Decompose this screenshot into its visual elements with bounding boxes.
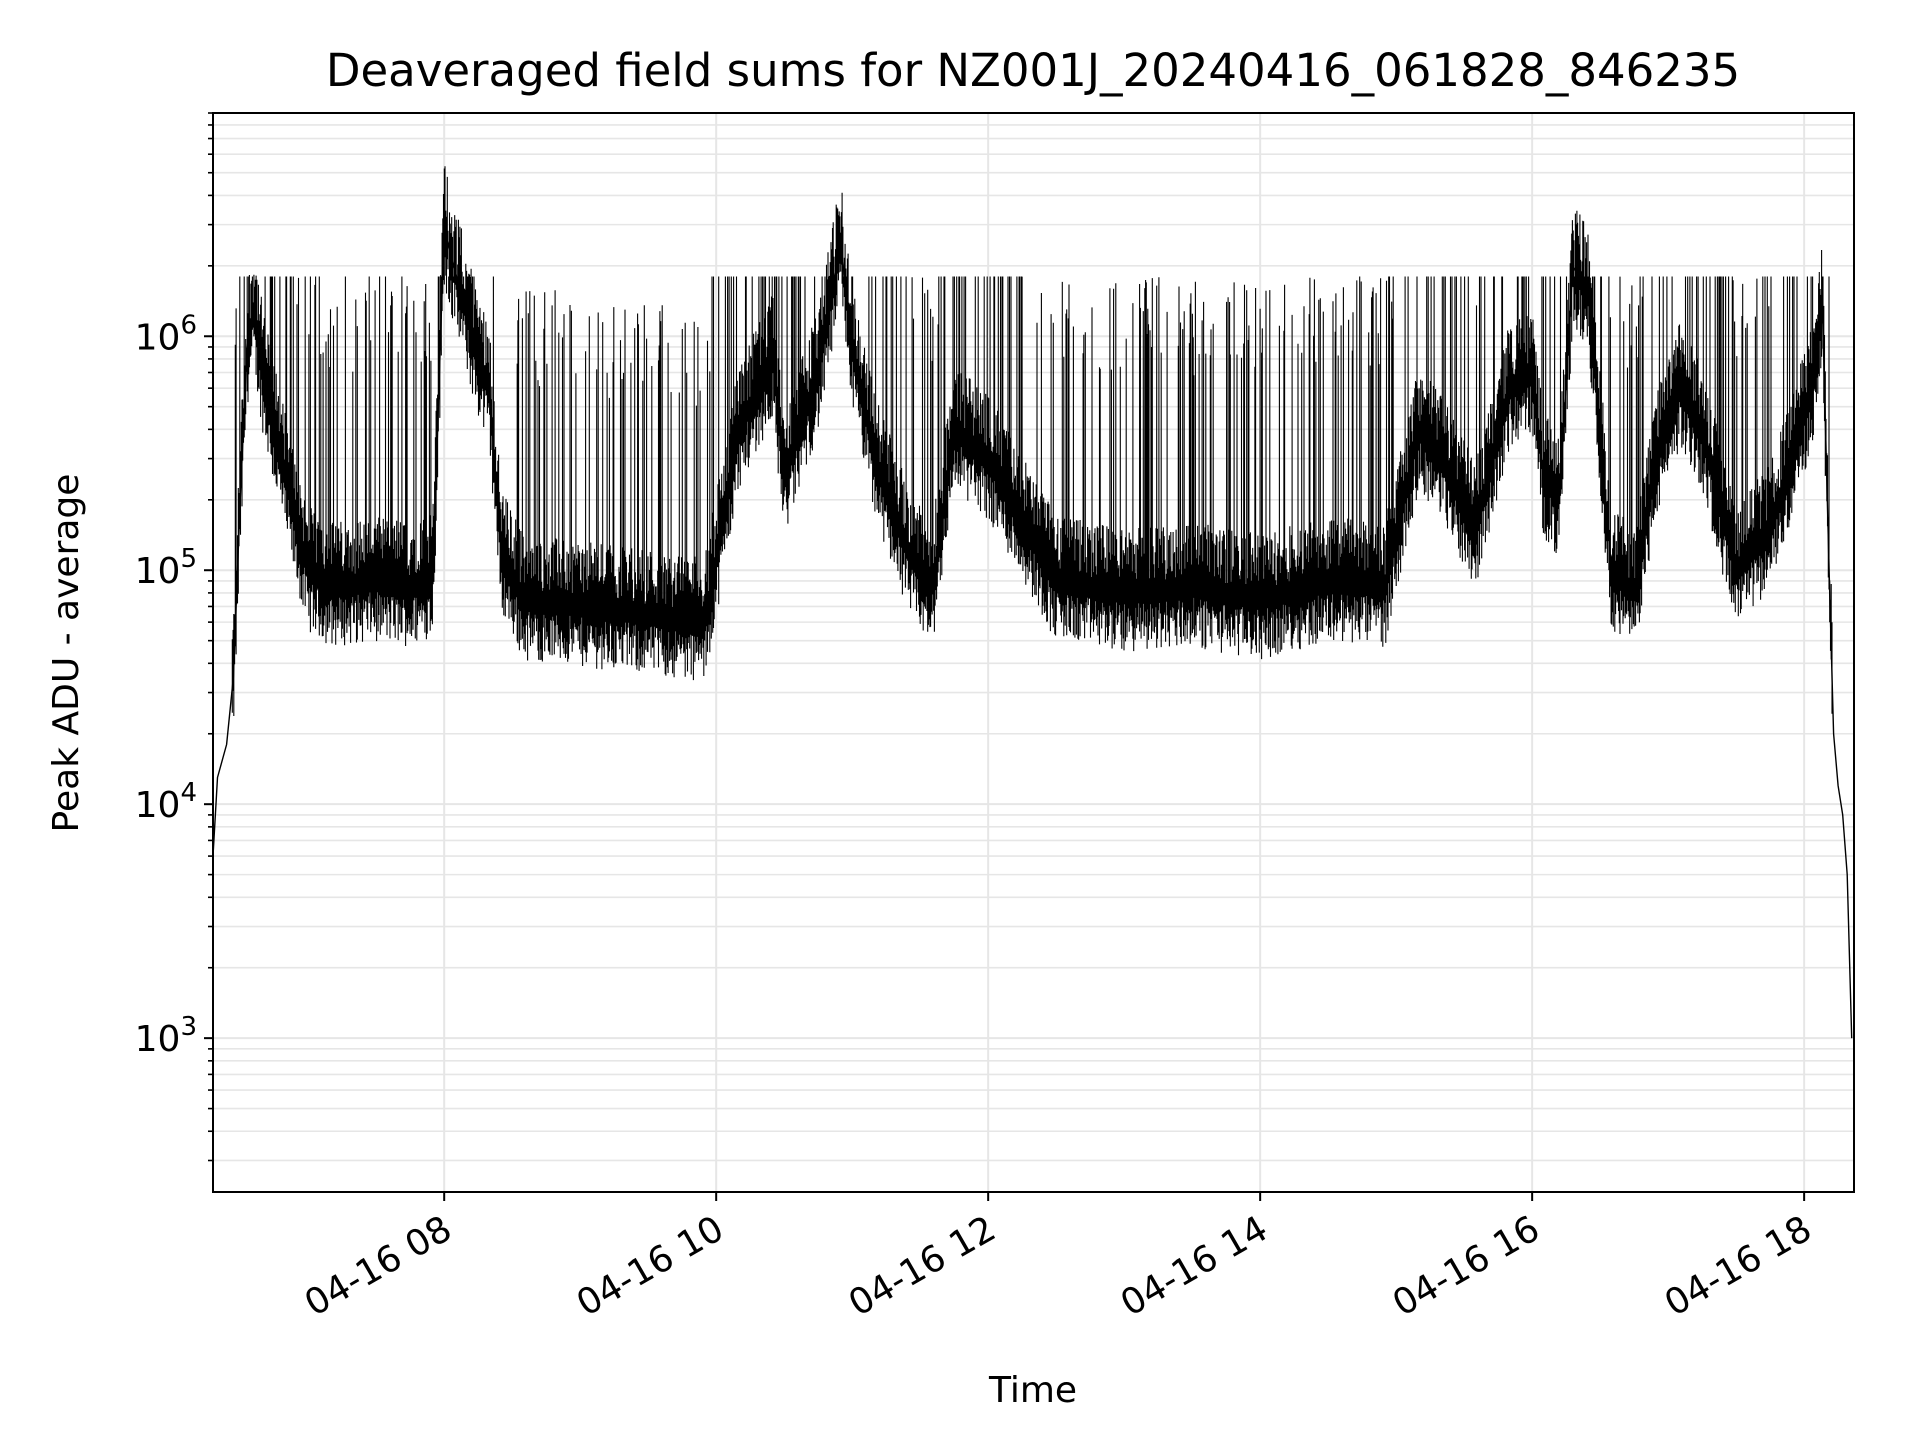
series-line <box>212 223 1853 1039</box>
y-tick-label: 103 <box>135 1012 197 1060</box>
y-tick-label: 105 <box>135 544 197 592</box>
plot-frame <box>212 112 1855 1193</box>
y-tick-label: 106 <box>135 310 197 358</box>
y-axis-label: Peak ADU - average <box>46 474 87 833</box>
y-tick-label: 104 <box>135 778 197 826</box>
chart-title: Deaveraged field sums for NZ001J_2024041… <box>326 44 1740 97</box>
grid-lines <box>213 112 1854 1192</box>
x-axis-label: Time <box>988 1370 1077 1411</box>
